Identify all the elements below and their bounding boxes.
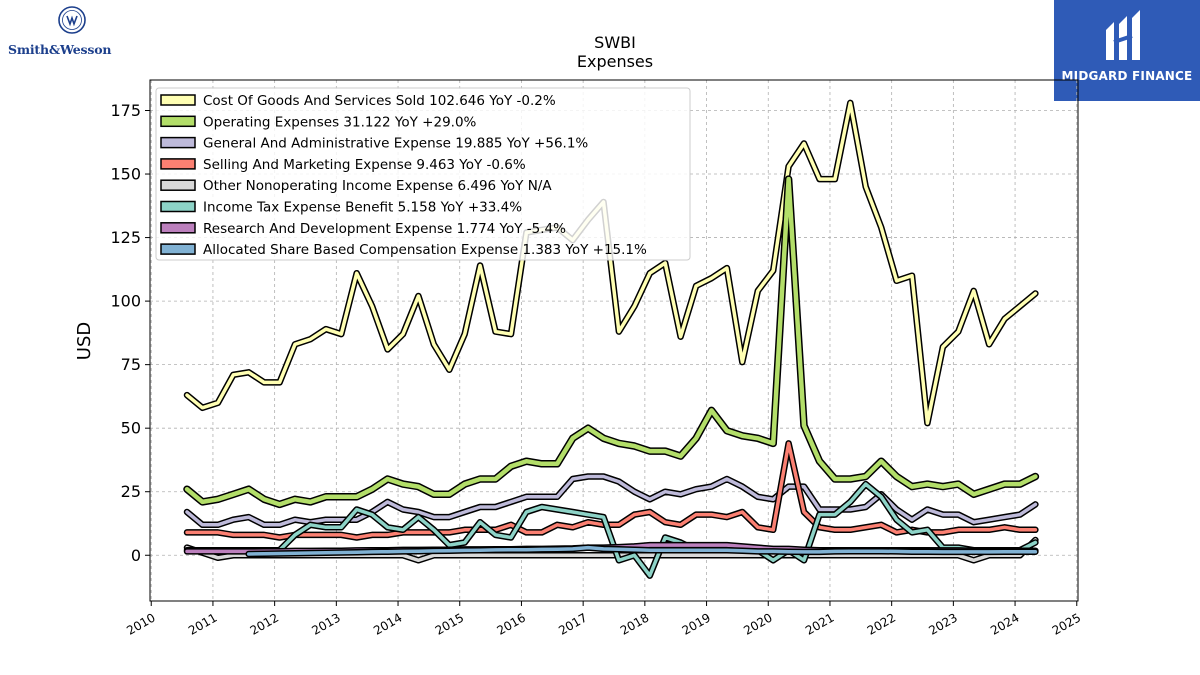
- y-tick-label: 150: [110, 165, 141, 184]
- legend: Cost Of Goods And Services Sold 102.646 …: [155, 87, 691, 261]
- legend-label: Income Tax Expense Benefit 5.158 YoY +33…: [203, 200, 522, 216]
- y-tick-label: 25: [121, 482, 141, 501]
- legend-swatch: [160, 115, 196, 128]
- legend-label: Selling And Marketing Expense 9.463 YoY …: [203, 157, 526, 173]
- y-axis-label: USD: [74, 322, 95, 360]
- y-tick-label: 0: [131, 546, 141, 565]
- series-line-3: [183, 473, 1039, 529]
- legend-label: General And Administrative Expense 19.88…: [203, 136, 588, 152]
- x-tick-label: 2016: [494, 610, 527, 637]
- x-tick-label: 2013: [309, 610, 342, 637]
- legend-swatch: [160, 222, 196, 234]
- legend-label: Cost Of Goods And Services Sold 102.646 …: [203, 93, 556, 109]
- plot-frame: [149, 79, 1079, 602]
- legend-label: Other Nonoperating Income Expense 6.496 …: [203, 178, 552, 194]
- legend-swatch: [160, 158, 196, 170]
- y-tick-label: 75: [121, 355, 141, 374]
- chart-subtitle: Expenses: [577, 52, 653, 71]
- x-tick-label: 2018: [618, 610, 651, 637]
- x-tick-label: 2024: [988, 610, 1021, 637]
- left-logo-wordmark: Smith&Wesson: [8, 42, 112, 57]
- x-tick-label: 2017: [556, 610, 589, 637]
- legend-swatch: [160, 179, 196, 191]
- series-lines: [183, 99, 1040, 579]
- midgard-mark-icon: [1106, 10, 1140, 60]
- x-tick-label: 2010: [124, 610, 157, 637]
- x-tick-label: 2022: [865, 610, 898, 637]
- y-tick-label: 125: [110, 228, 141, 247]
- y-tick-label: 175: [110, 101, 141, 120]
- smith-wesson-logo: Smith&Wesson: [8, 6, 138, 58]
- legend-label: Allocated Share Based Compensation Expen…: [203, 242, 647, 258]
- series-line-8: [245, 544, 1039, 558]
- legend-swatch: [160, 136, 196, 149]
- y-tick-label: 50: [121, 419, 141, 438]
- smith-wesson-seal-icon: [58, 6, 86, 34]
- legend-label: Operating Expenses 31.122 YoY +29.0%: [203, 114, 477, 130]
- series-line-6: [183, 480, 1039, 579]
- y-tick-label: 100: [110, 292, 141, 311]
- series-line-2: [183, 175, 1040, 509]
- legend-swatch: [160, 200, 196, 213]
- legend-swatch: [160, 243, 196, 255]
- x-tick-label: 2015: [433, 610, 466, 637]
- series-line-4: [183, 440, 1039, 541]
- legend-box: [155, 87, 691, 261]
- x-tick-label: 2025: [1050, 610, 1083, 637]
- x-tick-label: 2011: [186, 610, 219, 637]
- x-tick-label: 2023: [926, 610, 959, 637]
- x-tick-label: 2012: [248, 610, 281, 637]
- chart-title: SWBI: [594, 33, 636, 52]
- x-tick-label: 2021: [803, 610, 836, 637]
- x-tick-label: 2020: [741, 610, 774, 637]
- right-logo-wordmark: MIDGARD FINANCE: [1061, 69, 1193, 83]
- x-tick-label: 2019: [680, 610, 713, 637]
- legend-swatch: [160, 94, 196, 106]
- legend-label: Research And Development Expense 1.774 Y…: [203, 221, 566, 237]
- series-line-1: [183, 99, 1039, 427]
- x-tick-label: 2014: [371, 610, 404, 637]
